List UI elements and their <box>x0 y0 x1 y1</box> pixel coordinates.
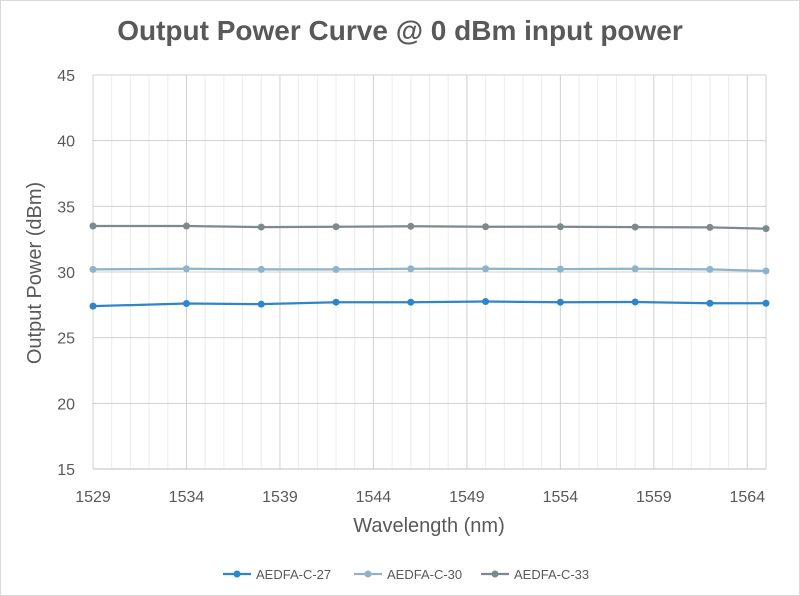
legend-marker <box>364 570 372 578</box>
y-tick-label: 25 <box>57 331 75 348</box>
legend-marker <box>491 570 499 578</box>
data-point <box>182 300 190 308</box>
y-tick-label: 45 <box>57 68 75 85</box>
data-point <box>89 302 97 310</box>
data-point <box>257 265 265 273</box>
data-point <box>182 265 190 273</box>
legend-label: AEDFA-C-27 <box>256 567 331 582</box>
y-axis-tick-labels: 15 20 25 30 35 40 45 <box>57 68 75 479</box>
y-axis-title: Output Power (dBm) <box>24 182 46 364</box>
series-line <box>92 267 767 273</box>
legend: AEDFA-C-27 AEDFA-C-30 AEDFA-C-33 <box>223 567 589 582</box>
legend-item: AEDFA-C-27 <box>223 567 331 582</box>
data-point <box>631 298 639 306</box>
data-point <box>762 299 770 307</box>
data-point <box>257 300 265 308</box>
data-point <box>257 223 265 231</box>
data-point <box>762 267 770 275</box>
y-tick-label: 20 <box>57 396 75 413</box>
legend-item: AEDFA-C-30 <box>354 567 462 582</box>
y-tick-label: 30 <box>57 265 75 282</box>
data-point <box>182 222 190 230</box>
x-axis-tick-labels: 1529 1534 1539 1544 1549 1554 1559 1564 <box>75 489 765 506</box>
x-tick-label: 1539 <box>262 489 298 506</box>
data-point <box>482 265 490 273</box>
data-point <box>89 265 97 273</box>
x-axis-title: Wavelength (nm) <box>353 515 505 537</box>
data-point <box>762 225 770 233</box>
x-tick-label: 1529 <box>75 489 111 506</box>
y-tick-label: 15 <box>57 462 75 479</box>
major-gridlines <box>92 74 767 470</box>
data-point <box>631 223 639 231</box>
x-tick-label: 1544 <box>356 489 392 506</box>
data-point <box>706 299 714 307</box>
y-tick-label: 35 <box>57 199 75 216</box>
data-point <box>407 298 415 306</box>
series-line <box>92 300 766 308</box>
y-tick-label: 40 <box>57 134 75 151</box>
x-tick-label: 1534 <box>169 489 205 506</box>
legend-label: AEDFA-C-30 <box>387 567 462 582</box>
data-point <box>556 298 564 306</box>
chart-title: Output Power Curve @ 0 dBm input power <box>117 15 683 46</box>
series-aedfa-c-30 <box>89 265 770 275</box>
series-aedfa-c-27 <box>89 298 770 310</box>
legend-item: AEDFA-C-33 <box>481 567 589 582</box>
data-point <box>89 222 97 230</box>
series-aedfa-c-33 <box>89 222 770 233</box>
data-point <box>706 223 714 231</box>
x-tick-label: 1559 <box>636 489 672 506</box>
data-point <box>407 222 415 230</box>
data-point <box>706 265 714 273</box>
data-point <box>407 265 415 273</box>
data-point <box>631 265 639 273</box>
data-point <box>556 223 564 231</box>
legend-marker <box>233 570 241 578</box>
legend-label: AEDFA-C-33 <box>514 567 589 582</box>
data-point <box>482 223 490 231</box>
data-point <box>332 223 340 231</box>
series-layer <box>89 222 770 310</box>
data-point <box>332 298 340 306</box>
x-tick-label: 1554 <box>543 489 579 506</box>
data-point <box>556 265 564 273</box>
series-line <box>93 224 767 230</box>
x-tick-label: 1549 <box>449 489 485 506</box>
x-tick-label: 1564 <box>730 489 766 506</box>
data-point <box>332 265 340 273</box>
data-point <box>482 298 490 306</box>
